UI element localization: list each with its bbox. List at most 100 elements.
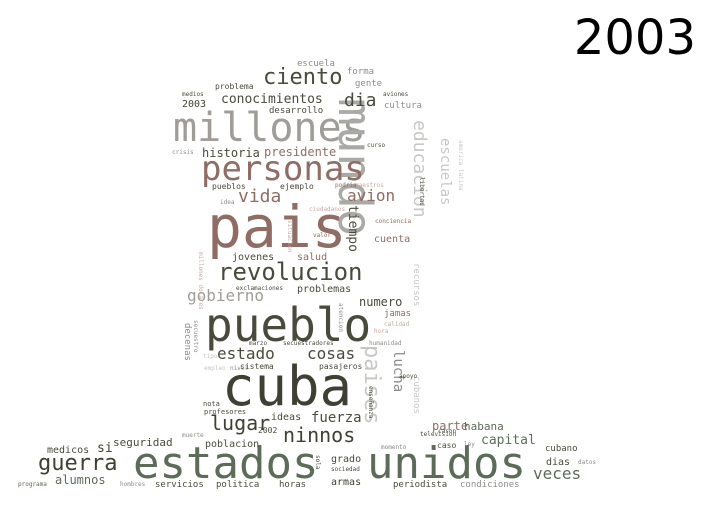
cloud-word: empleo <box>204 365 226 372</box>
cloud-word: capital <box>481 433 536 448</box>
cloud-word: jovenes <box>232 252 275 263</box>
cloud-word: secuestro <box>192 320 199 353</box>
cloud-word: television <box>420 431 457 438</box>
cloud-word: 2002 <box>258 426 278 435</box>
cloud-word: armas <box>331 477 362 488</box>
cloud-word: datos <box>578 459 597 466</box>
cloud-word: caso <box>437 441 457 450</box>
cloud-word: numero <box>359 295 403 309</box>
cloud-word: fuerza <box>311 410 362 426</box>
cloud-word: ley <box>464 441 475 448</box>
cloud-word: pasajeros <box>319 362 363 371</box>
cloud-word: veces <box>533 464 582 483</box>
cloud-word: dia <box>344 90 377 111</box>
cloud-word: vida <box>238 186 282 207</box>
cloud-word: gente <box>355 79 383 89</box>
cloud-word: problema <box>215 82 254 91</box>
cloud-word: habana <box>464 420 504 433</box>
cloud-word: politica <box>216 480 260 490</box>
cloud-word: tiempo <box>345 205 360 252</box>
cloud-word: sola <box>314 455 321 470</box>
cloud-word: servicios <box>155 480 204 490</box>
cloud-word: apoyo <box>399 373 418 380</box>
cloud-word: hora <box>374 328 389 335</box>
cloud-word: personas <box>201 149 365 189</box>
cloud-word: decenas <box>182 323 192 361</box>
cloud-word: cosas <box>307 344 356 363</box>
cloud-word: libertad <box>418 177 425 206</box>
year-label: 2003 <box>573 10 696 66</box>
cloud-word: 2003 <box>182 99 207 110</box>
cloud-word: cuenta <box>374 234 411 245</box>
cloud-word: conciencia <box>375 218 412 225</box>
cloud-word: sociedad <box>331 466 360 473</box>
cloud-word: pais <box>207 193 347 261</box>
cloud-word: horas <box>279 480 307 490</box>
cloud-word: america latina <box>457 140 464 191</box>
cloud-word: muerte <box>182 432 204 439</box>
cloud-word: gobierno <box>187 286 265 305</box>
cloud-word: periodista <box>393 480 448 490</box>
cloud-word: situacion <box>286 220 293 253</box>
cloud-word: ideas <box>271 412 302 423</box>
cloud-word: secuestradores <box>283 340 334 347</box>
cloud-word: desarrollo <box>269 106 324 116</box>
cloud-word: lugar <box>210 411 271 435</box>
cloud-word: jamas <box>384 309 412 319</box>
cloud-word: forma <box>347 67 375 77</box>
cloud-word: nivel <box>230 365 249 372</box>
cloud-word: idea <box>220 199 235 206</box>
cloud-word: crisis <box>172 149 194 156</box>
cloud-word: condiciones <box>460 480 520 490</box>
cloud-word: maestros <box>355 182 384 189</box>
cloud-word: parte <box>432 419 469 433</box>
cloud-word: grado <box>331 454 362 465</box>
cloud-word: escuelas <box>437 138 453 206</box>
cloud-word: ciudadanos <box>309 206 346 213</box>
cloud-word: recursos <box>411 263 421 307</box>
cloud-word: estados <box>133 438 319 489</box>
cloud-word: revolucion <box>218 258 363 286</box>
cloud-word: unidos <box>367 438 526 489</box>
cloud-word: programa <box>18 481 47 488</box>
cloud-word: si <box>97 441 113 456</box>
cloud-word: pueblo <box>205 298 372 352</box>
cloud-word: hombres <box>120 481 146 488</box>
cloud-word: tipo <box>203 353 218 360</box>
cloud-word: presidente <box>264 145 337 159</box>
cloud-word: nota <box>203 400 220 408</box>
cloud-word: momento <box>381 444 407 451</box>
cloud-word: millones dolares <box>197 252 204 310</box>
cloud-word: atencion <box>337 303 344 332</box>
cloud-word: aviones <box>383 91 409 98</box>
cloud-word: profesores <box>204 408 247 416</box>
cloud-word: sistema <box>240 362 274 371</box>
cloud-word: humanidad <box>369 340 402 347</box>
cloud-word: salud <box>297 252 328 263</box>
cloud-word: curso <box>367 142 386 149</box>
cloud-word: pueblos <box>212 182 246 191</box>
cloud-word: ciento <box>263 65 343 90</box>
cloud-word: alumnos <box>55 473 106 487</box>
cloud-word: medios <box>182 91 204 98</box>
cloud-word: medicos <box>47 445 90 456</box>
cloud-word: historia <box>202 146 260 160</box>
cloud-word: estado <box>217 344 275 363</box>
cloud-word: avion <box>347 186 396 205</box>
cloud-word: marzo <box>249 340 268 347</box>
cloud-word: calidad <box>384 321 410 328</box>
cloud-word: poblacion <box>205 439 260 450</box>
cloud-word: exclamaciones <box>236 285 283 292</box>
cloud-word: dias <box>546 457 571 468</box>
cloud-word: problemas <box>297 284 352 295</box>
cloud-word: ejemplo <box>280 182 314 191</box>
cloud-word: conocimientos <box>221 92 323 107</box>
cloud-word: valor <box>313 232 332 239</box>
cloud-word: lucha <box>390 350 406 393</box>
cloud-word: seguridad <box>113 436 173 449</box>
cloud-word: guerra <box>38 451 118 476</box>
cloud-word: cubanos <box>411 376 421 414</box>
cloud-word: cubano <box>545 444 578 454</box>
cloud-word: cuba <box>222 355 353 418</box>
